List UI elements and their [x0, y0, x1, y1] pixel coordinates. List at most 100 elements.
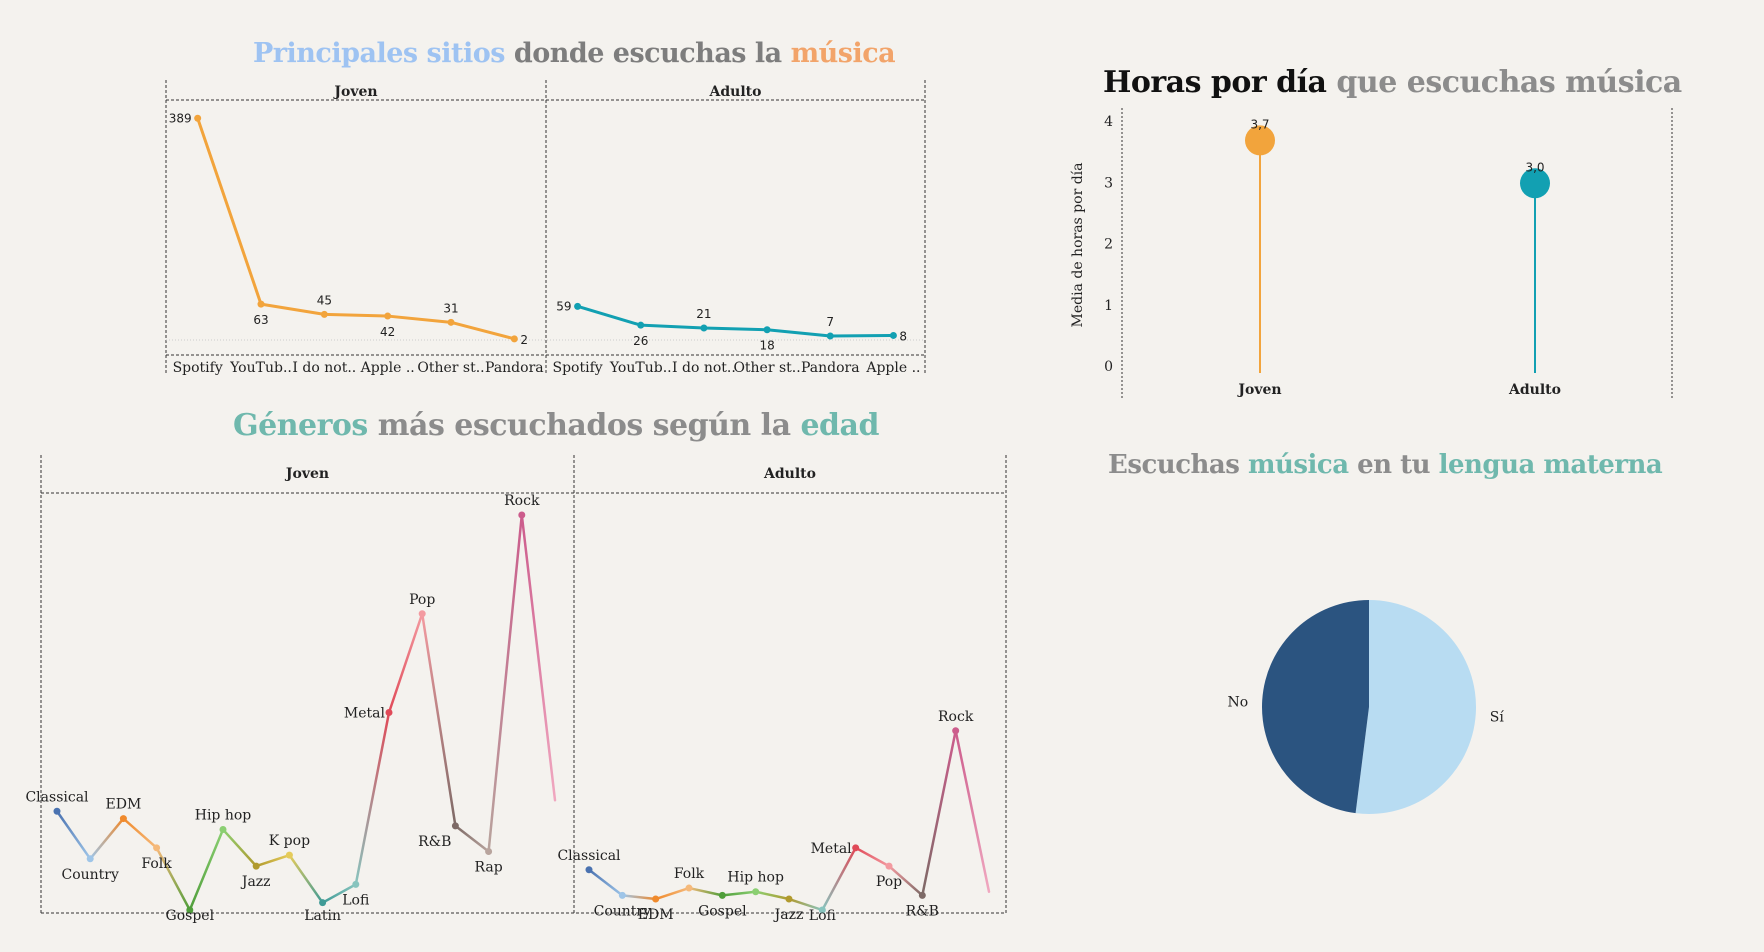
x-tick-label: Pandora	[485, 360, 544, 376]
series-line-adulto	[577, 304, 894, 338]
data-label: 3,7	[1250, 117, 1269, 131]
y-axis-title: Media de horas por día	[1070, 163, 1086, 328]
genres-chart-title: Géneros más escuchados según la edad	[233, 408, 879, 443]
genre-label: Country	[61, 867, 118, 883]
data-point	[637, 321, 645, 329]
lollipop-head	[1245, 125, 1275, 156]
genre-label: Latin	[304, 908, 341, 924]
data-point	[485, 847, 493, 855]
data-point	[257, 300, 265, 308]
data-point	[885, 862, 893, 870]
data-point	[574, 302, 582, 310]
data-point	[826, 332, 834, 340]
genre-label: Gospel	[698, 903, 747, 919]
series-segment	[387, 612, 424, 714]
x-tick-label: Other st..	[733, 360, 800, 376]
y-tick-label: 1	[1104, 298, 1113, 314]
title-part: que escuchas música	[1326, 65, 1682, 100]
x-tick-label: YouTub..	[229, 360, 292, 376]
genre-label: Hip hop	[727, 870, 784, 886]
genre-label: Folk	[141, 856, 172, 872]
title-part: donde escuchas la	[504, 38, 791, 69]
title-part: edad	[800, 408, 879, 443]
data-label: 18	[759, 339, 774, 353]
data-point	[818, 906, 826, 914]
data-label: 389	[169, 111, 192, 125]
data-label: 8	[899, 329, 907, 343]
data-point	[451, 822, 459, 830]
title-part: música	[1247, 450, 1349, 480]
genre-label: Metal	[811, 841, 853, 857]
x-tick-label: Spotify	[173, 360, 223, 376]
series-segment	[654, 886, 691, 901]
genre-label: Metal	[344, 706, 386, 722]
y-tick-label: 0	[1104, 359, 1113, 375]
data-point	[285, 851, 293, 859]
series-segment	[254, 853, 291, 868]
data-point	[852, 844, 860, 852]
data-point	[352, 880, 360, 888]
data-label: 3,0	[1525, 160, 1544, 174]
genre-label: EDM	[106, 797, 142, 813]
data-label: 45	[317, 293, 332, 307]
series-segment	[821, 846, 857, 912]
genre-label: Rock	[504, 493, 540, 509]
title-part: Principales sitios	[253, 38, 505, 69]
series-segment	[420, 612, 457, 828]
genre-label: Folk	[674, 866, 705, 882]
series-segment	[188, 828, 225, 912]
series-segment	[155, 846, 192, 912]
series-segment	[887, 864, 924, 897]
pie-label: No	[1228, 694, 1249, 710]
lollipop-head	[1520, 168, 1550, 199]
series-segment	[754, 890, 791, 901]
data-point	[785, 895, 793, 903]
x-tick-label: I do not..	[292, 360, 356, 376]
x-tick-label: Adulto	[1508, 382, 1561, 398]
data-point	[53, 807, 61, 815]
series-segment	[55, 810, 92, 861]
title-part: Horas por día	[1103, 65, 1327, 100]
series-segment	[687, 886, 724, 897]
genre-label: Jazz	[773, 907, 804, 923]
series-segment	[854, 846, 891, 868]
x-tick-label: Apple ..	[865, 360, 920, 376]
series-segment	[487, 513, 524, 853]
language-chart-title: Escuchas música en tu lengua materna	[1108, 450, 1663, 480]
panel-header-joven: Joven	[332, 84, 377, 100]
data-label: 21	[696, 307, 711, 321]
hours-chart-title: Horas por día que escuchas música	[1103, 65, 1682, 100]
genre-label: Rap	[475, 859, 503, 875]
genre-label: Country	[594, 903, 651, 919]
genre-label: R&B	[906, 903, 939, 919]
y-tick-label: 2	[1104, 237, 1113, 253]
title-part: música	[790, 38, 896, 69]
title-part: más escuchados según la	[367, 408, 801, 443]
series-segment	[88, 817, 125, 861]
data-point	[320, 310, 328, 318]
series-segment	[122, 817, 158, 850]
x-tick-label: Pandora	[801, 360, 860, 376]
x-tick-label: I do not..	[672, 360, 736, 376]
pie-slice-no	[1262, 600, 1369, 814]
title-part: lengua materna	[1438, 450, 1663, 480]
x-tick-label: Joven	[1236, 382, 1281, 398]
genre-label: Rock	[938, 709, 974, 725]
series-segment	[321, 883, 358, 904]
data-label: 42	[380, 325, 395, 339]
data-point	[385, 709, 393, 716]
title-part: Escuchas	[1108, 450, 1248, 480]
x-tick-label: Other st..	[417, 360, 484, 376]
series-segment	[454, 824, 490, 853]
series-segment	[954, 729, 991, 893]
series-segment	[288, 853, 324, 904]
data-point	[518, 511, 526, 519]
genre-label: Classical	[557, 848, 621, 864]
genre-label: Classical	[25, 789, 89, 805]
panel-header-adulto: Adulto	[763, 466, 816, 482]
genre-label: Pop	[876, 874, 902, 890]
genre-label: Jazz	[240, 874, 271, 890]
